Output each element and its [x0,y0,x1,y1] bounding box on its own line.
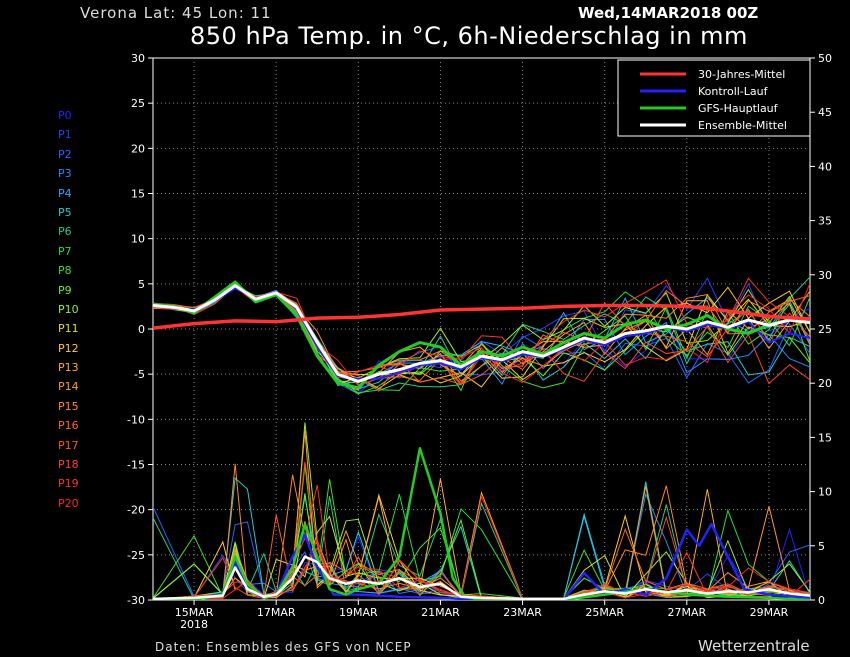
main-series [153,280,810,600]
left-tick-label: 0 [138,323,145,336]
x-tick-label: 29MAR [750,606,789,619]
member-label-p18: P18 [58,458,79,472]
data-source: Daten: Ensembles des GFS von NCEP [155,640,412,654]
x-tick-label: 15MAR [175,606,214,619]
member-label-p5: P5 [58,205,72,219]
x-tick-label: 25MAR [585,606,624,619]
member-label-p20: P20 [58,496,79,510]
right-tick-label: 20 [818,377,832,390]
right-tick-label: 0 [818,594,825,607]
temp-line-30-jahres-mittel [153,303,810,330]
run-date: Wed,14MAR2018 00Z [578,4,759,22]
left-tick-label: -30 [127,594,145,607]
member-label-p2: P2 [58,147,72,161]
temp-line-gfs-hauptlauf [153,280,810,390]
member-label-p8: P8 [58,264,72,278]
x-tick-label: 19MAR [339,606,378,619]
member-label-p15: P15 [58,399,79,413]
x-tick-label: 17MAR [257,606,296,619]
location-label: Verona Lat: 45 Lon: 11 [80,4,272,22]
member-label-p11: P11 [58,322,79,336]
temp-line-ensemble-mittel [153,284,810,383]
left-tick-label: 10 [131,233,145,246]
member-temp-line [153,286,810,394]
left-tick-label: -20 [127,504,145,517]
x-tick-label: 23MAR [503,606,542,619]
member-label-p10: P10 [58,302,79,316]
right-tick-label: 15 [818,431,832,444]
right-tick-label: 35 [818,215,832,228]
left-tick-label: 5 [138,278,145,291]
right-tick-label: 25 [818,323,832,336]
member-list: P0 P1 P2 P3 P4 P5 P6 P7 P8 P9 P10 P11 P12 P13 P14 P15 P1… [58,109,79,517]
legend-label: Ensemble-Mittel [698,119,787,132]
left-tick-label: -25 [127,549,145,562]
member-label-p12: P12 [58,341,79,355]
x-tick-label: 21MAR [421,606,460,619]
member-label-p17: P17 [58,438,79,452]
member-label-p9: P9 [58,283,72,297]
right-tick-label: 30 [818,269,832,282]
legend-label: Kontroll-Lauf [698,85,769,98]
brand-label: Wetterzentrale [698,637,810,655]
member-label-p7: P7 [58,244,72,258]
legend-label: 30-Jahres-Mittel [698,68,785,81]
left-tick-label: 20 [131,142,145,155]
left-tick-label: 15 [131,188,145,201]
left-tick-label: -5 [134,368,145,381]
x-tick-label: 27MAR [667,606,706,619]
member-label-p16: P16 [58,419,79,433]
right-tick-label: 5 [818,540,825,553]
member-label-p3: P3 [58,167,72,181]
member-label-p4: P4 [58,186,72,200]
left-tick-label: -15 [127,459,145,472]
right-tick-label: 45 [818,106,832,119]
member-label-p0: P0 [58,109,72,122]
x-tick-year: 2018 [180,618,208,631]
right-tick-label: 50 [818,52,832,65]
right-tick-label: 40 [818,160,832,173]
member-label-p13: P13 [58,361,79,375]
member-label-p19: P19 [58,477,79,491]
member-label-p14: P14 [58,380,79,394]
right-tick-label: 10 [818,486,832,499]
member-label-p6: P6 [58,225,72,239]
left-tick-label: 25 [131,97,145,110]
member-temp-line [153,284,810,391]
member-label-p1: P1 [58,128,72,142]
precip-line-ensemble-mittel [153,555,810,600]
left-tick-label: 30 [131,52,145,65]
left-tick-label: -10 [127,413,145,426]
legend-label: GFS-Hauptlauf [698,102,779,115]
chart-title: 850 hPa Temp. in °C, 6h-Niederschlag in … [190,22,748,50]
